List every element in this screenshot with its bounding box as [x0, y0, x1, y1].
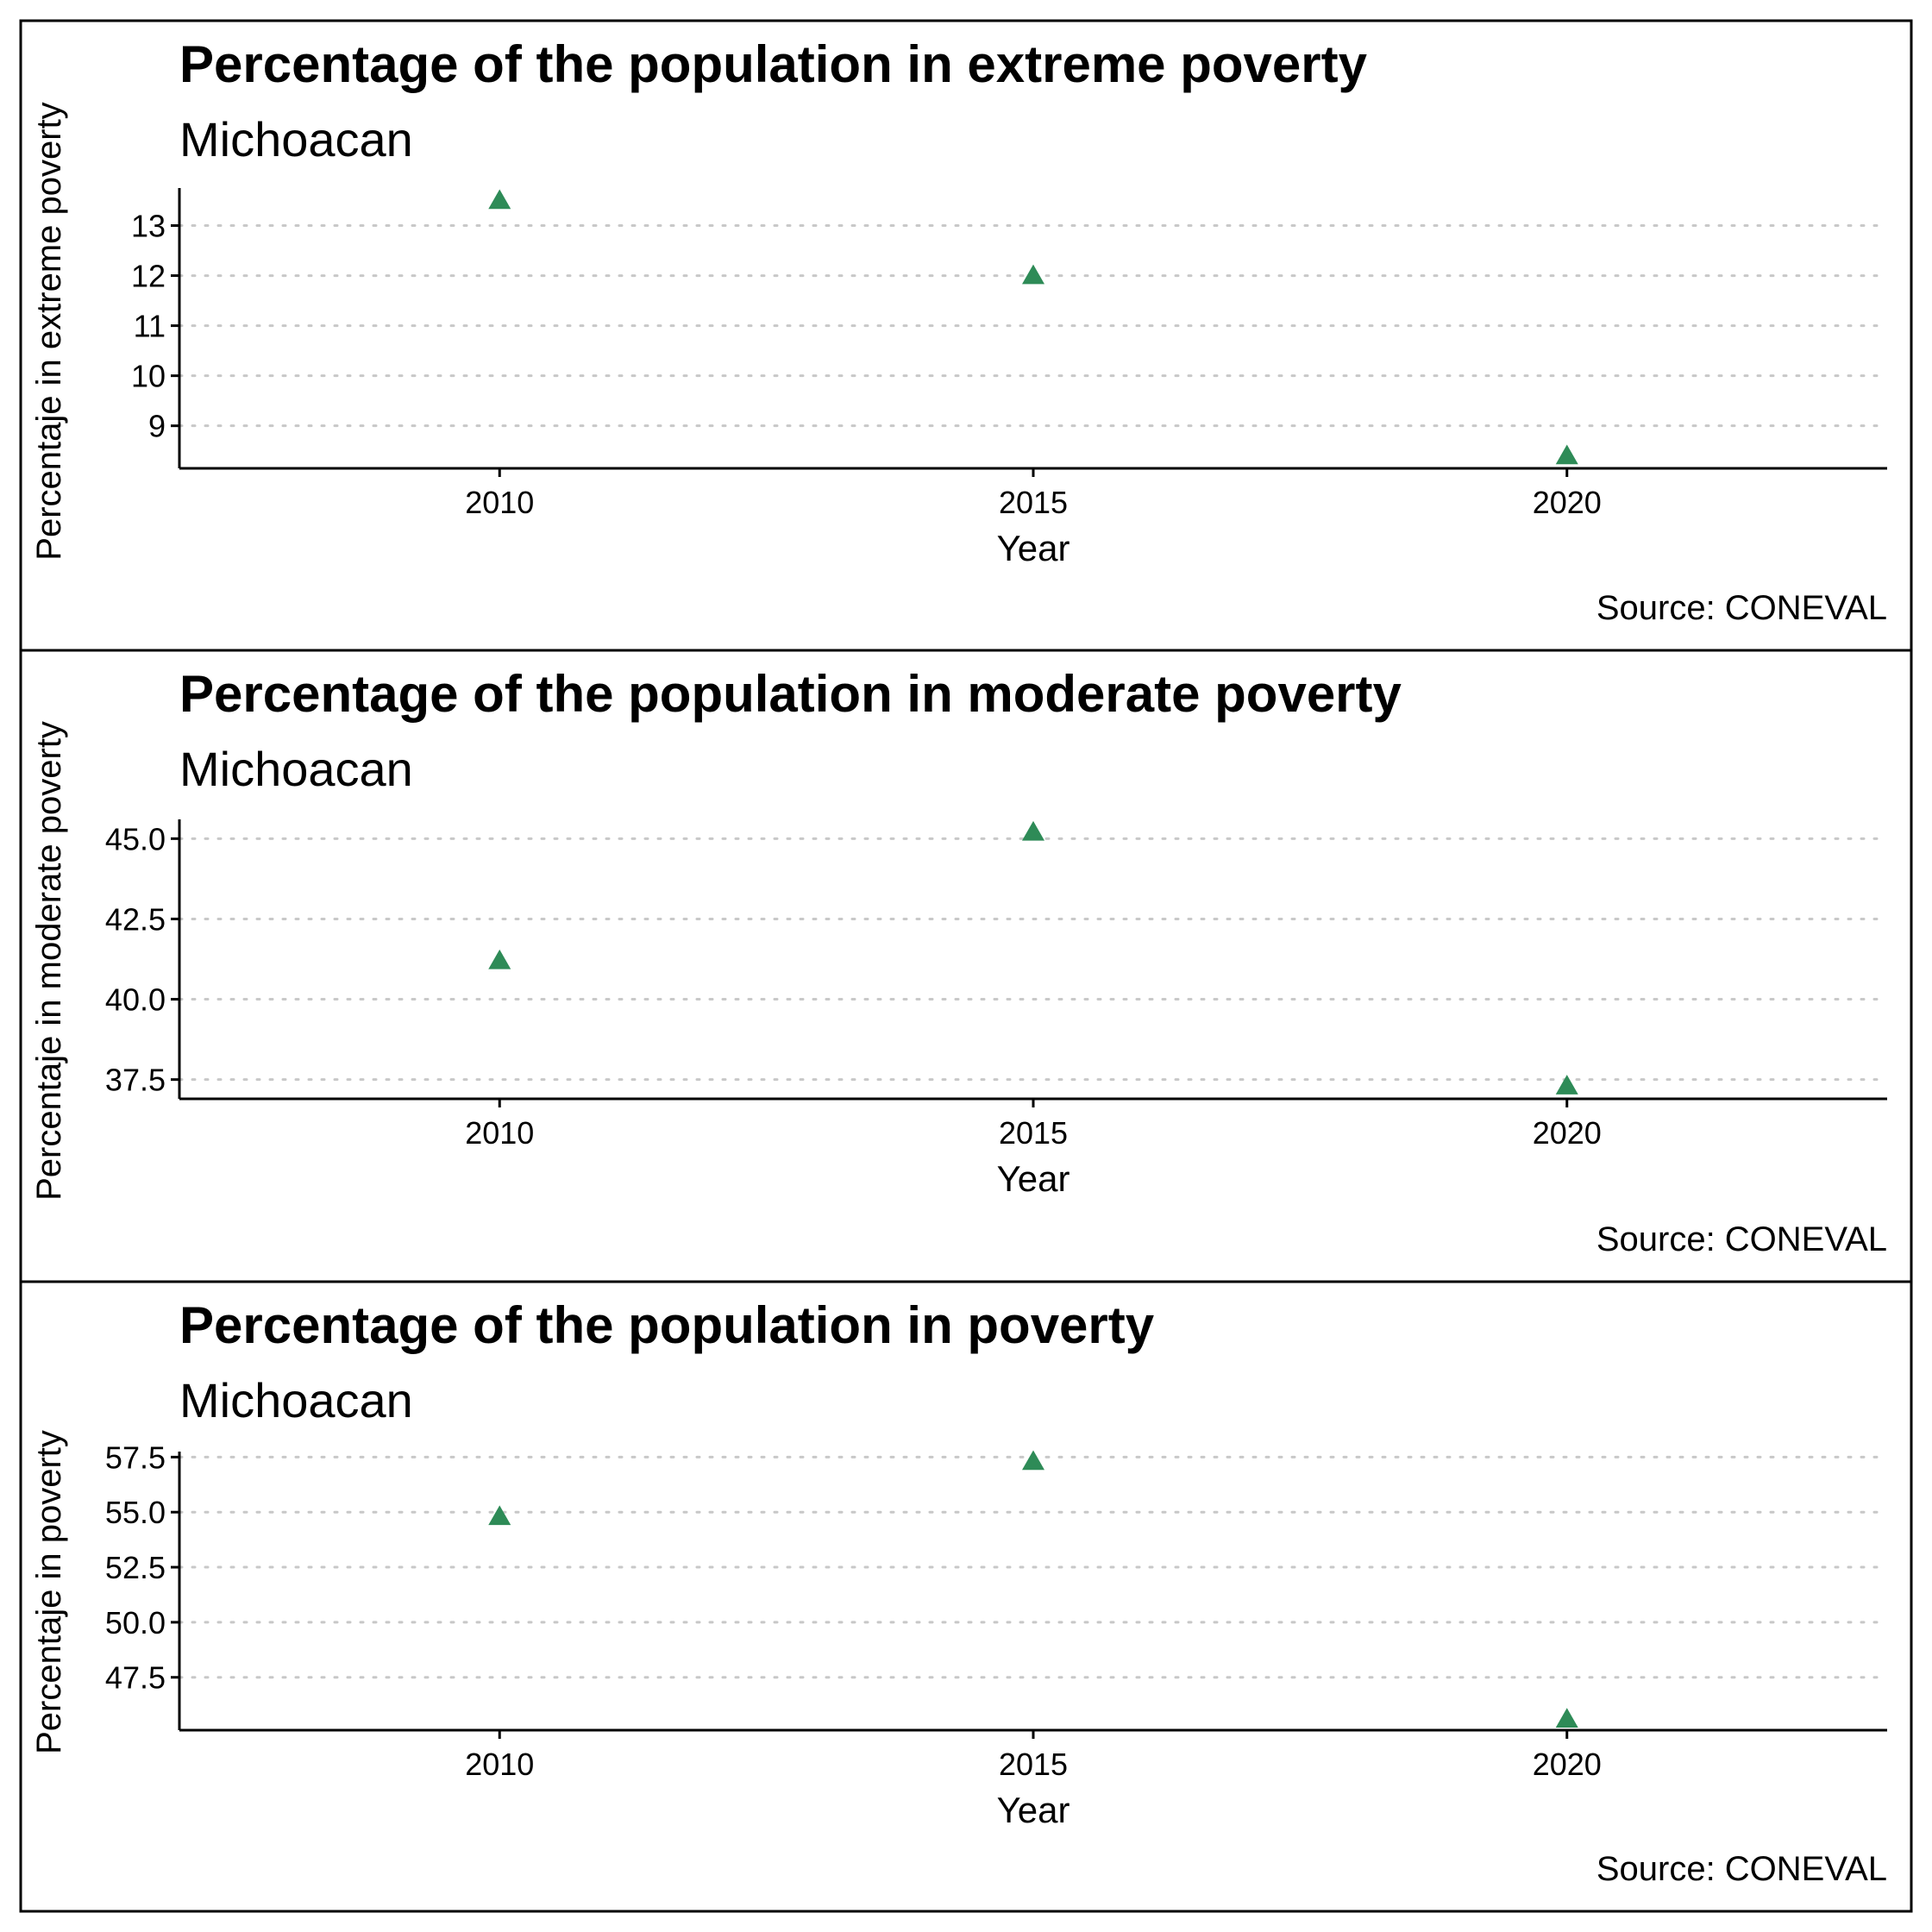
data-point-2010: [488, 189, 511, 210]
chart-subtitle: Michoacan: [179, 1373, 413, 1427]
chart-title: Percentage of the population in extreme …: [179, 35, 1368, 93]
chart-caption: Source: CONEVAL: [1596, 589, 1887, 627]
y-tick-label: 52.5: [105, 1550, 166, 1585]
y-tick-label: 12: [131, 259, 166, 294]
x-tick-label: 2010: [465, 1115, 534, 1151]
x-axis-label: Year: [997, 1158, 1070, 1199]
data-point-2015: [1022, 264, 1044, 285]
data-point-2010: [488, 949, 511, 969]
chart-panel-2: Percentage of the population in moderate…: [21, 649, 1911, 1258]
y-tick-label: 50.0: [105, 1605, 166, 1640]
y-tick-label: 45.0: [105, 821, 166, 856]
x-tick-label: 2015: [999, 485, 1068, 520]
y-tick-label: 47.5: [105, 1660, 166, 1696]
data-point-2020: [1555, 444, 1578, 465]
x-tick-label: 2010: [465, 1747, 534, 1782]
y-tick-label: 13: [131, 209, 166, 244]
x-tick-label: 2020: [1533, 485, 1602, 520]
data-point-2010: [488, 1505, 511, 1526]
chart-caption: Source: CONEVAL: [1596, 1220, 1887, 1258]
chart-panel-3: Percentage of the population in poverty M…: [21, 1280, 1911, 1888]
y-axis-label: Percentaje in extreme poverty: [30, 102, 68, 560]
x-tick-label: 2010: [465, 485, 534, 520]
y-axis-label: Percentaje in moderate poverty: [30, 721, 68, 1201]
y-tick-label: 9: [148, 409, 166, 444]
chart-subtitle: Michoacan: [179, 742, 413, 796]
x-axis-label: Year: [997, 1790, 1070, 1830]
x-tick-label: 2015: [999, 1747, 1068, 1782]
y-axis-label: Percentaje in poverty: [30, 1430, 68, 1754]
x-tick-label: 2020: [1533, 1115, 1602, 1151]
data-point-2015: [1022, 1450, 1044, 1471]
y-tick-label: 10: [131, 359, 166, 394]
chart-title: Percentage of the population in poverty: [179, 1296, 1155, 1354]
chart-panel-1: Percentage of the population in extreme …: [30, 35, 1889, 627]
x-axis-label: Year: [997, 528, 1070, 568]
y-tick-label: 42.5: [105, 901, 166, 937]
x-tick-label: 2015: [999, 1115, 1068, 1151]
y-tick-label: 55.0: [105, 1495, 166, 1530]
chart-caption: Source: CONEVAL: [1596, 1850, 1887, 1888]
chart-title: Percentage of the population in moderate…: [179, 665, 1402, 723]
y-tick-label: 11: [134, 309, 166, 344]
data-point-2015: [1022, 820, 1044, 841]
chart-subtitle: Michoacan: [179, 112, 413, 166]
data-point-2020: [1555, 1075, 1578, 1095]
data-point-2020: [1555, 1708, 1578, 1728]
x-tick-label: 2020: [1533, 1747, 1602, 1782]
y-tick-label: 37.5: [105, 1063, 166, 1098]
y-tick-label: 40.0: [105, 982, 166, 1018]
figure-border: [19, 19, 1913, 1913]
y-tick-label: 57.5: [105, 1440, 166, 1475]
